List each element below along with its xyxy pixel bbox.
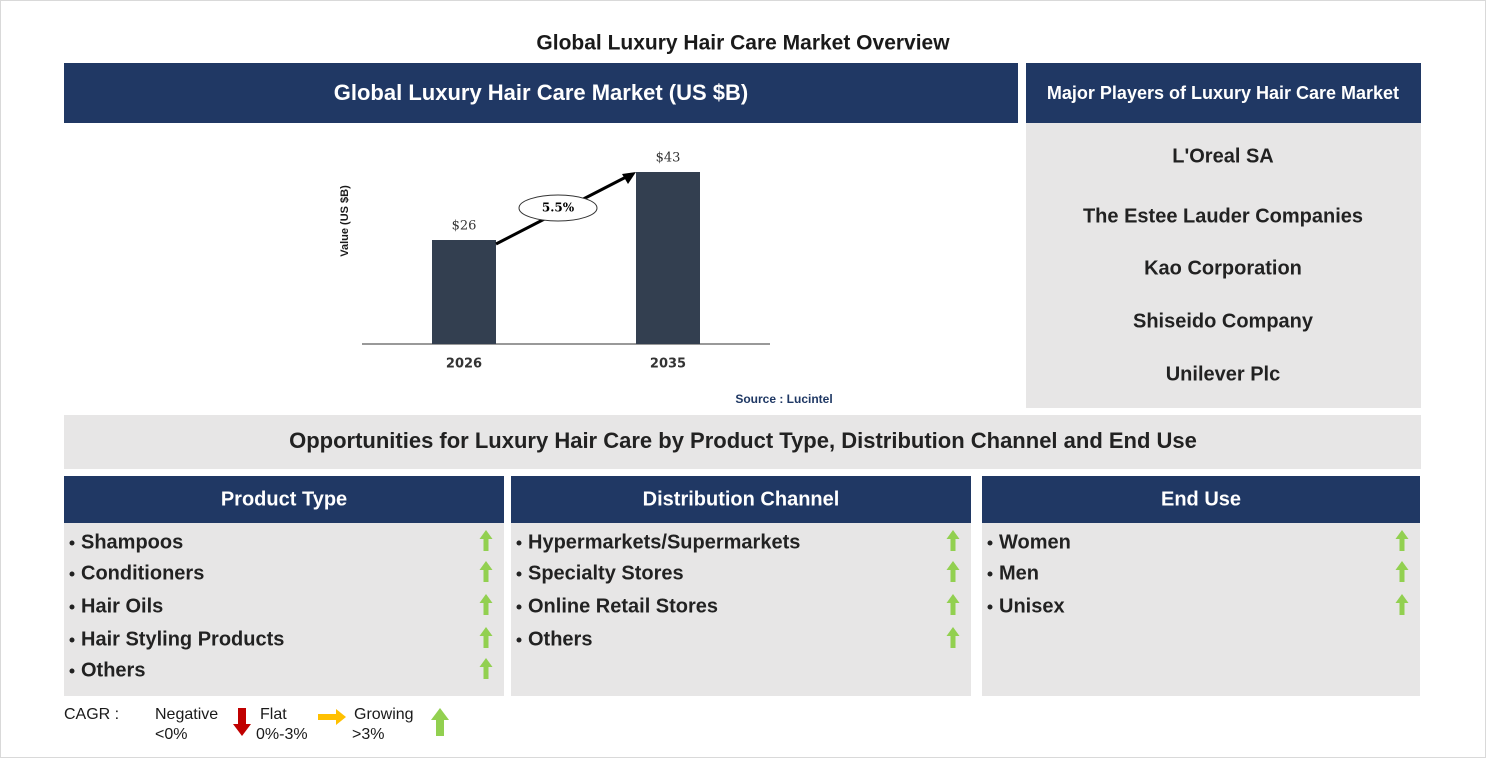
cagr-bubble bbox=[518, 194, 598, 222]
player: Kao Corporation bbox=[1144, 257, 1302, 279]
segment-item: Hair Oils bbox=[81, 595, 163, 617]
growth-arrowhead bbox=[622, 172, 636, 184]
segment-panel bbox=[982, 523, 1420, 696]
segment-panel bbox=[511, 523, 971, 696]
bar bbox=[636, 172, 700, 344]
growth-icon bbox=[1395, 561, 1409, 582]
legend-flat: Flat bbox=[260, 706, 287, 723]
growth-icon bbox=[479, 658, 493, 679]
segment-panel bbox=[64, 523, 504, 696]
segment-item: Women bbox=[999, 531, 1071, 553]
segment-item: Hair Styling Products bbox=[81, 628, 284, 650]
segment-title: Distribution Channel bbox=[643, 488, 840, 510]
growth-icon bbox=[1395, 594, 1409, 615]
segment-title: End Use bbox=[1161, 488, 1241, 510]
growth-icon bbox=[946, 627, 960, 648]
segment-item: Specialty Stores bbox=[528, 562, 684, 584]
cagr-label: 5.5% bbox=[542, 201, 575, 215]
legend-flat-range: 0%-3% bbox=[256, 726, 308, 743]
bullet bbox=[516, 604, 522, 610]
page-title: Global Luxury Hair Care Market Overview bbox=[536, 32, 950, 55]
x-tick-label: 2035 bbox=[650, 357, 686, 372]
growing-icon bbox=[431, 708, 449, 736]
y-axis-label: Value (US $B) bbox=[339, 185, 351, 257]
segment-header bbox=[511, 476, 971, 523]
player: The Estee Lauder Companies bbox=[1083, 205, 1363, 227]
segment-title: Product Type bbox=[221, 488, 347, 510]
segment-item: Unisex bbox=[999, 595, 1065, 617]
legend-negative: Negative bbox=[155, 706, 218, 723]
bar bbox=[432, 240, 496, 344]
bullet bbox=[516, 571, 522, 577]
growth-icon bbox=[946, 561, 960, 582]
player: Shiseido Company bbox=[1133, 310, 1314, 332]
segment-item: Others bbox=[528, 628, 592, 650]
legend-label: CAGR : bbox=[64, 706, 119, 723]
opportunities-band bbox=[64, 415, 1421, 469]
flat-icon bbox=[318, 709, 346, 725]
segment-item: Hypermarkets/Supermarkets bbox=[528, 531, 800, 553]
segment-item: Conditioners bbox=[81, 562, 204, 584]
bullet bbox=[69, 540, 75, 546]
negative-icon bbox=[233, 708, 251, 736]
legend-growing-range: >3% bbox=[352, 726, 384, 743]
bullet bbox=[987, 604, 993, 610]
bullet bbox=[987, 571, 993, 577]
segment-header bbox=[982, 476, 1420, 523]
legend-growing: Growing bbox=[354, 706, 414, 723]
bullet bbox=[69, 604, 75, 610]
bullet bbox=[516, 637, 522, 643]
segment-item: Online Retail Stores bbox=[528, 595, 718, 617]
growth-icon bbox=[479, 627, 493, 648]
bullet bbox=[69, 668, 75, 674]
player: Unilever Plc bbox=[1166, 363, 1281, 385]
value-label: $43 bbox=[656, 151, 681, 166]
players-header bbox=[1026, 63, 1421, 123]
segment-item: Others bbox=[81, 659, 145, 681]
growth-icon bbox=[1395, 530, 1409, 551]
chart-header bbox=[64, 63, 1018, 123]
players-title: Major Players of Luxury Hair Care Market bbox=[1047, 83, 1399, 103]
x-tick-label: 2026 bbox=[446, 357, 482, 372]
players-panel bbox=[1026, 123, 1421, 408]
legend-negative-range: <0% bbox=[155, 726, 187, 743]
value-label: $26 bbox=[452, 219, 477, 234]
bullet bbox=[69, 571, 75, 577]
bullet bbox=[987, 540, 993, 546]
growth-icon bbox=[946, 594, 960, 615]
chart-title: Global Luxury Hair Care Market (US $B) bbox=[334, 80, 748, 105]
growth-icon bbox=[479, 561, 493, 582]
growth-icon bbox=[946, 530, 960, 551]
growth-icon bbox=[479, 530, 493, 551]
segment-item: Men bbox=[999, 562, 1039, 584]
segment-header bbox=[64, 476, 504, 523]
source: Source : Lucintel bbox=[735, 392, 832, 406]
growth-icon bbox=[479, 594, 493, 615]
bullet bbox=[516, 540, 522, 546]
player: L'Oreal SA bbox=[1172, 145, 1273, 167]
segment-item: Shampoos bbox=[81, 531, 183, 553]
bullet bbox=[69, 637, 75, 643]
opportunities-title: Opportunities for Luxury Hair Care by Pr… bbox=[289, 428, 1197, 453]
